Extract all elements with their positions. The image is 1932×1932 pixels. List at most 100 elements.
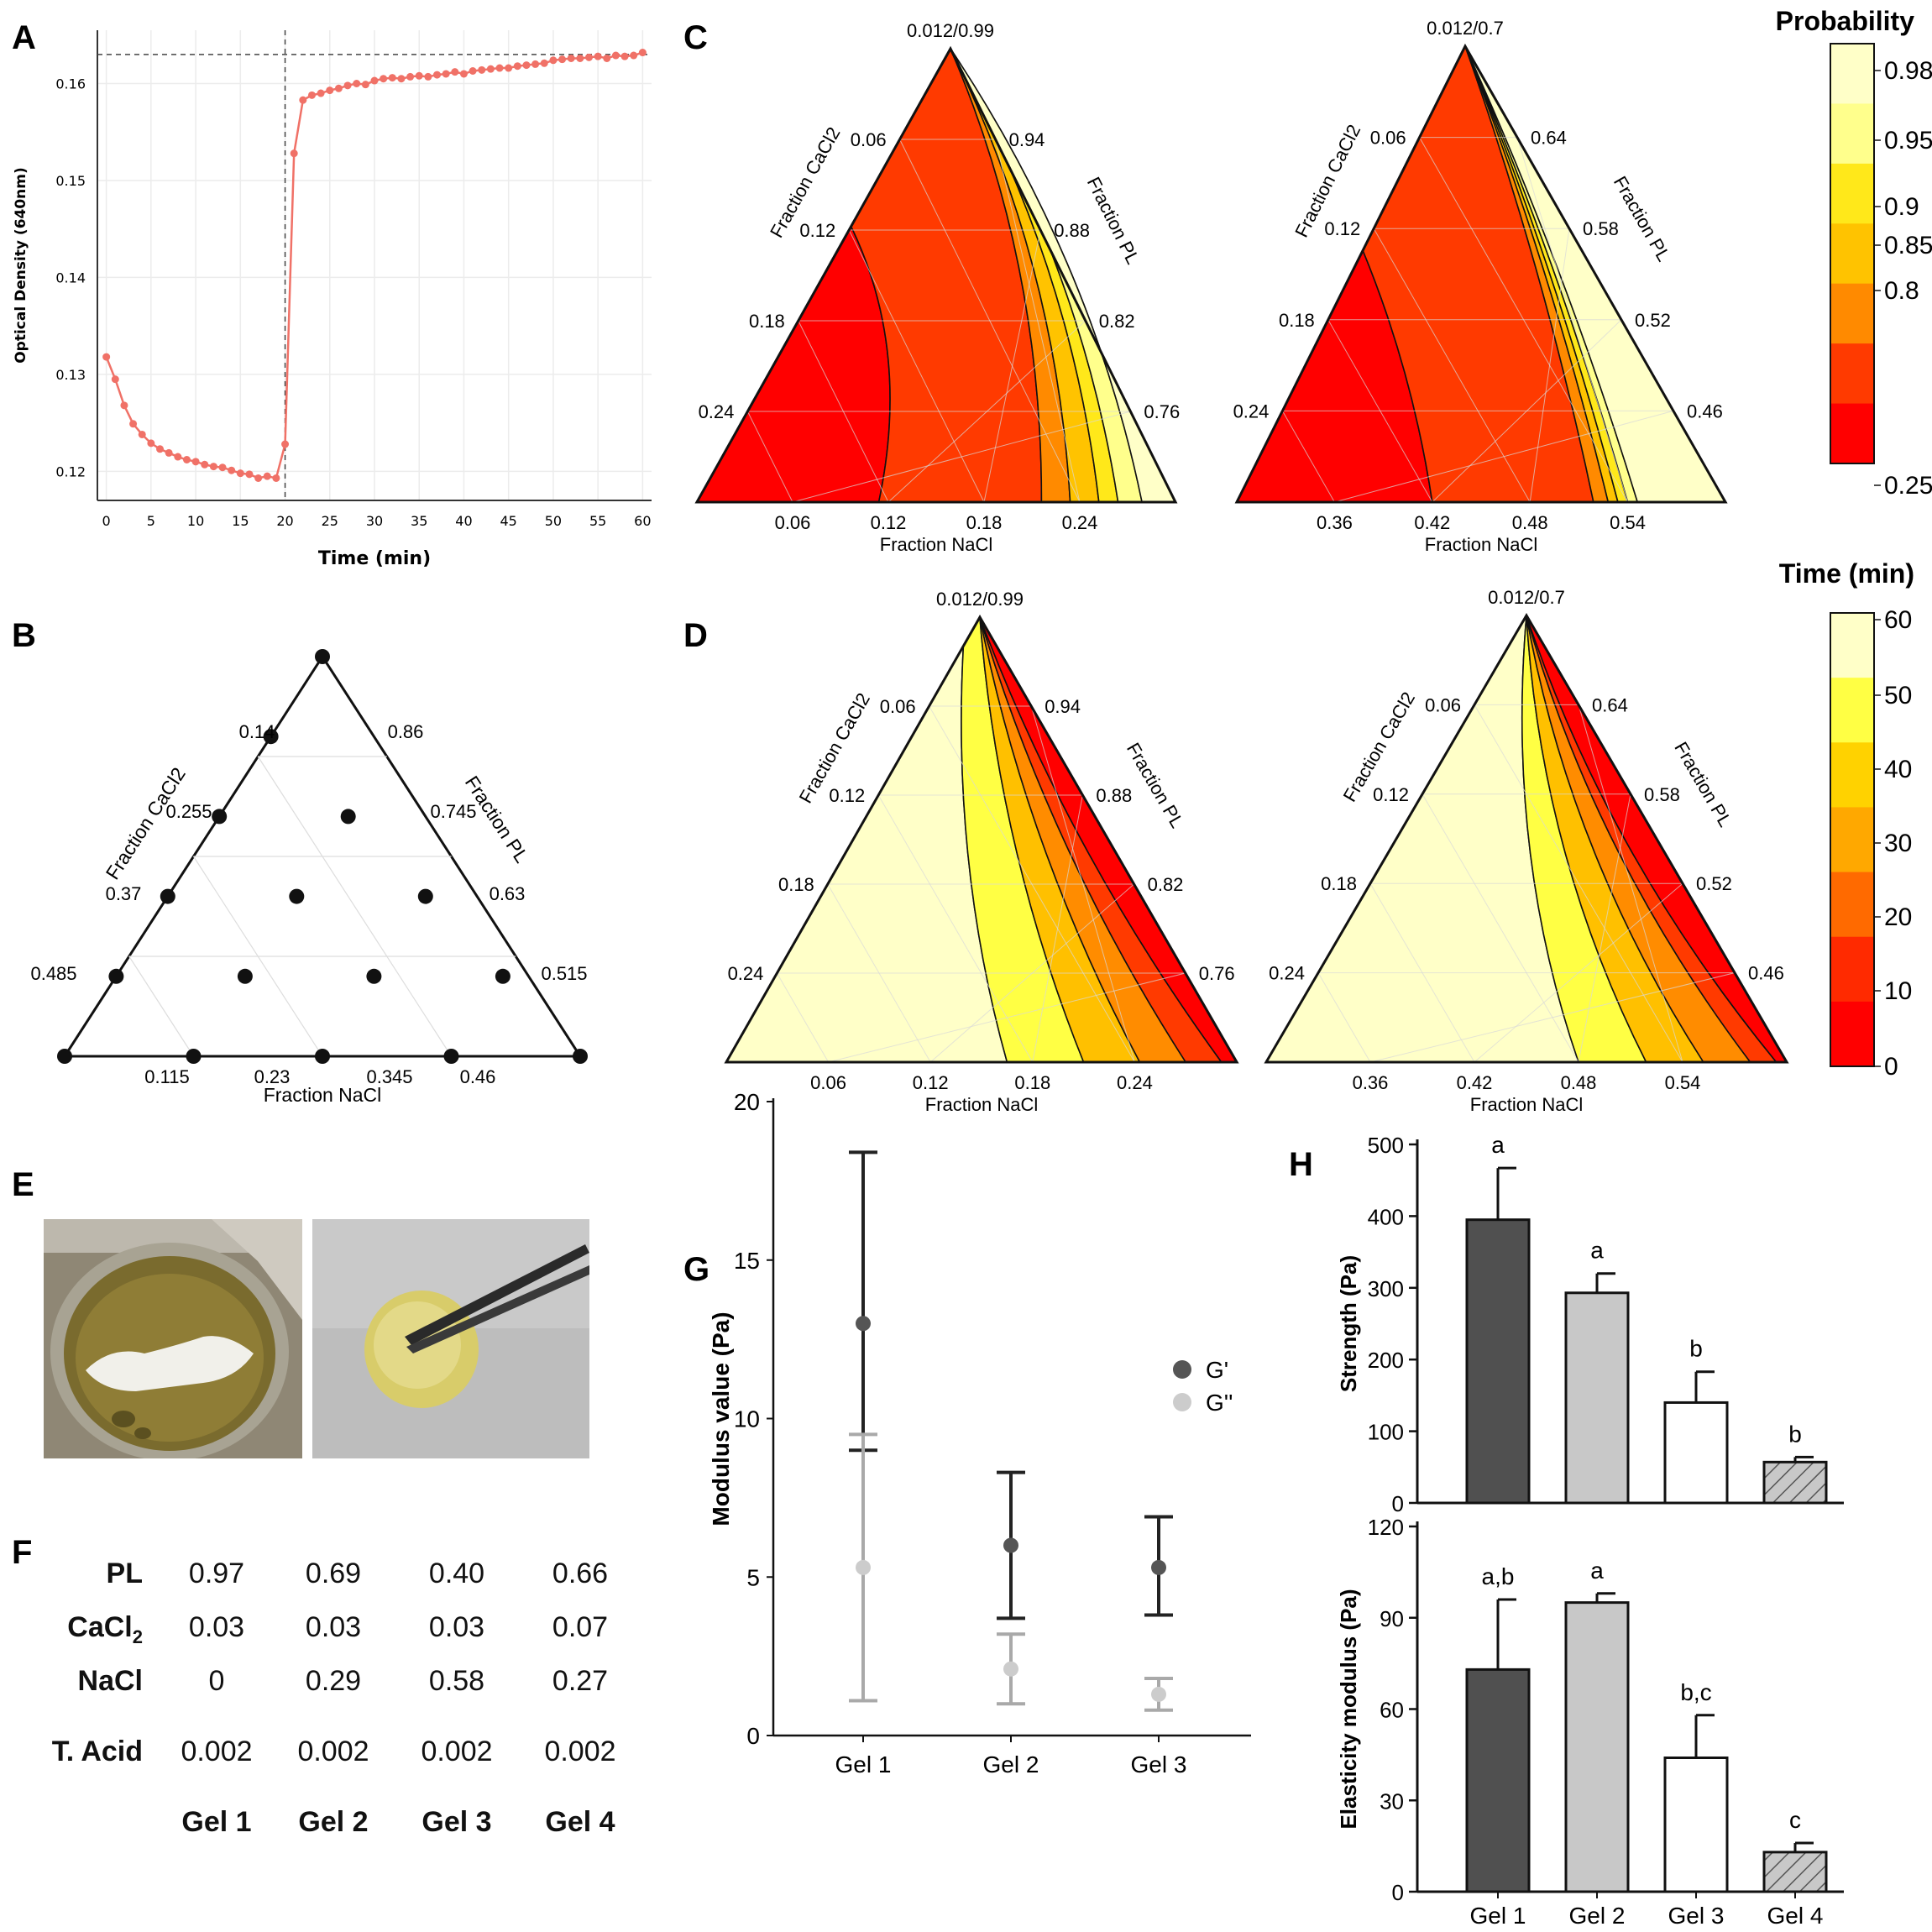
left-tick-label: 0.06 xyxy=(880,696,916,717)
ternary-grid-line xyxy=(1474,882,1683,1063)
left-tick-label: 0.18 xyxy=(749,311,785,332)
a-data-point xyxy=(156,445,165,453)
b-design-point xyxy=(237,968,253,984)
colorbar-swatch xyxy=(1830,872,1874,938)
ternary-grid-line xyxy=(776,972,830,1063)
b-bottom-tick-label: 0.345 xyxy=(366,1066,412,1087)
g-data-point xyxy=(1003,1537,1018,1553)
colorbar-frame xyxy=(1830,43,1875,464)
table-cell: 0.07 xyxy=(552,1611,609,1643)
ternary-frame xyxy=(1264,613,1789,1064)
b-design-point xyxy=(573,1049,588,1064)
bottom-tick-label: 0.48 xyxy=(1561,1072,1597,1093)
table-row: CaCl2 0.03 0.03 0.03 0.07 xyxy=(17,1611,621,1653)
h-x-tick-label: Gel 1 xyxy=(1470,1903,1526,1929)
a-data-point xyxy=(567,54,575,62)
g-legend-marker xyxy=(1173,1393,1191,1411)
a-y-tick-label: 0.14 xyxy=(55,270,86,285)
left-tick-label: 0.12 xyxy=(1324,218,1360,239)
right-tick-label: 0.64 xyxy=(1592,694,1628,715)
panel-letter-c: C xyxy=(683,19,708,56)
b-design-point xyxy=(495,968,510,984)
right-tick-label: 0.58 xyxy=(1644,784,1680,805)
ternary-grid-line xyxy=(1317,972,1371,1063)
panel-letter-d: D xyxy=(683,617,708,654)
g-y-tick-label: 15 xyxy=(734,1248,760,1274)
a-data-point xyxy=(495,64,504,72)
h-y-tick-label: 0 xyxy=(1392,1491,1404,1516)
ternary-grid-line xyxy=(827,883,931,1063)
table-cell: 0.40 xyxy=(428,1558,485,1589)
ternary-grid-line xyxy=(1281,411,1335,503)
chart-strength: 0 100 200 300 400 500 a a b b Strength (Pa) xyxy=(1336,1132,1844,1516)
b-grid-line xyxy=(128,956,195,1057)
a-data-point xyxy=(549,56,558,65)
a-data-point xyxy=(513,62,521,71)
left-tick-label: 0.18 xyxy=(1279,310,1315,331)
right-tick-label: 0.88 xyxy=(1096,785,1132,806)
b-right-tick-label: 0.745 xyxy=(430,801,476,822)
h-y-tick-label: 90 xyxy=(1380,1606,1404,1631)
left-tick-label: 0.24 xyxy=(699,401,735,422)
a-x-tick-label: 25 xyxy=(322,513,338,529)
gel-label: Gel 4 xyxy=(545,1806,615,1838)
right-tick-label: 0.64 xyxy=(1531,128,1567,149)
b-design-point xyxy=(315,649,330,664)
b-design-point xyxy=(212,809,228,825)
bottom-axis-title: Fraction NaCl xyxy=(925,1094,1038,1115)
a-data-point xyxy=(201,460,209,469)
right-tick-label: 0.82 xyxy=(1099,311,1135,332)
a-data-point xyxy=(638,49,647,57)
bottom-tick-label: 0.24 xyxy=(1117,1072,1153,1093)
b-left-tick-label: 0.485 xyxy=(30,963,76,984)
left-tick-label: 0.06 xyxy=(1370,128,1406,149)
b-left-tick-label: 0.37 xyxy=(106,883,142,904)
bottom-axis-title: Fraction NaCl xyxy=(1425,534,1537,555)
a-y-tick-label: 0.13 xyxy=(55,367,86,383)
a-x-tick-label: 15 xyxy=(232,513,249,529)
a-x-tick-label: 35 xyxy=(411,513,427,529)
h-ylabel: Strength (Pa) xyxy=(1336,1255,1361,1392)
a-x-tick-label: 10 xyxy=(187,513,204,529)
table-cell: 0.002 xyxy=(297,1736,369,1767)
left-tick-label: 0.06 xyxy=(851,129,887,150)
g-y-tick-label: 0 xyxy=(746,1723,760,1749)
b-left-tick-label: 0.14 xyxy=(239,721,275,742)
right-tick-label: 0.94 xyxy=(1045,696,1081,717)
h-y-tick-label: 0 xyxy=(1392,1880,1404,1905)
colorbar-label: 20 xyxy=(1884,903,1912,931)
a-data-point xyxy=(620,52,629,60)
gel-label: Gel 1 xyxy=(181,1806,252,1838)
bottom-tick-label: 0.54 xyxy=(1610,512,1646,533)
ternary-grid-line xyxy=(746,411,793,503)
h-significance-letter: a xyxy=(1590,1238,1604,1264)
ternary-grid-line xyxy=(1432,319,1622,503)
right-tick-label: 0.46 xyxy=(1687,401,1723,421)
colorbar-label: 0.8 xyxy=(1884,277,1919,305)
a-data-point xyxy=(478,65,486,74)
chart-probability-right: 0.012/0.7 0.06 0.12 0.18 0.24 0.64 0.58 0.52 0.4… xyxy=(1233,18,1728,555)
ternary-frame xyxy=(694,45,1178,504)
colorbar-swatch xyxy=(1830,163,1874,224)
g-ylabel: Modulus value (Pa) xyxy=(708,1312,734,1526)
colorbar-label: 30 xyxy=(1884,830,1912,857)
panel-letter-e: E xyxy=(12,1166,34,1203)
h-bar xyxy=(1564,1291,1630,1505)
left-tick-label: 0.24 xyxy=(728,963,764,984)
a-data-point xyxy=(272,474,280,482)
bottom-tick-label: 0.54 xyxy=(1665,1072,1701,1093)
apex-label: 0.012/0.7 xyxy=(1427,18,1504,39)
table-cell: 0.002 xyxy=(421,1736,493,1767)
table-cell: 0.29 xyxy=(305,1665,362,1697)
g-x-tick-label: Gel 1 xyxy=(835,1751,892,1778)
panel-letter-h: H xyxy=(1289,1146,1313,1183)
a-data-point xyxy=(388,74,396,82)
colorbar-label: 0.85 xyxy=(1884,232,1932,259)
table-cell: 0.03 xyxy=(305,1611,362,1643)
bottom-tick-label: 0.18 xyxy=(1014,1072,1050,1093)
a-data-point xyxy=(254,474,263,482)
colorbar-title: Time (min) xyxy=(1779,558,1914,589)
a-x-tick-label: 0 xyxy=(102,513,111,529)
table-cell: 0.97 xyxy=(188,1558,245,1589)
bottom-tick-label: 0.36 xyxy=(1353,1072,1389,1093)
